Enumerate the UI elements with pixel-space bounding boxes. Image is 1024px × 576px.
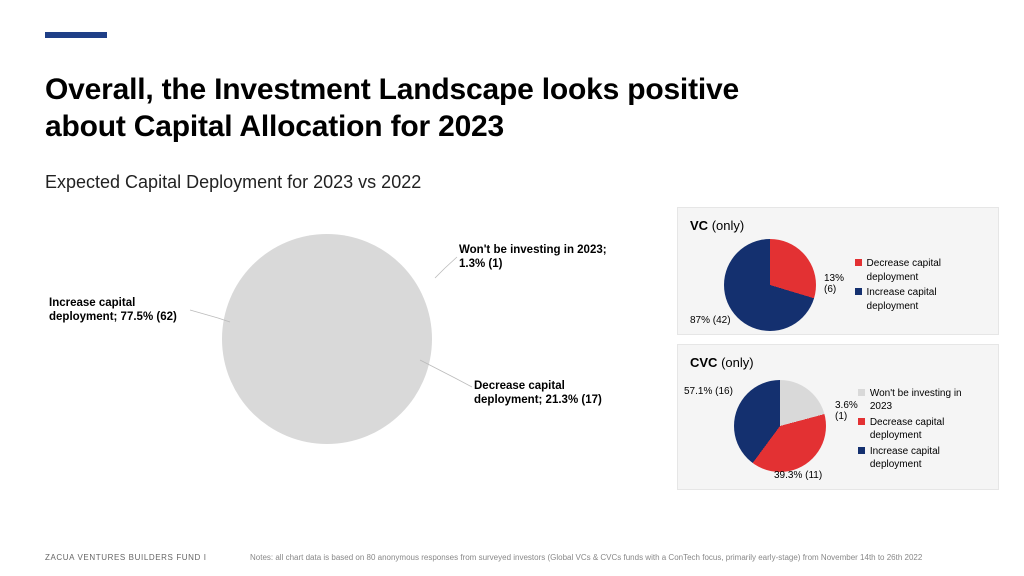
- vc-pie-wrap: 13% (6) 87% (42): [690, 237, 849, 333]
- footer-brand: ZACUA VENTURES BUILDERS FUND I: [45, 553, 207, 562]
- legend-swatch: [858, 418, 865, 425]
- page-title: Overall, the Investment Landscape looks …: [45, 72, 805, 145]
- legend-row: Increase capital deployment: [855, 286, 986, 313]
- legend-row: Decrease capital deployment: [858, 416, 986, 443]
- main-label-wont: Won't be investing in 2023; 1.3% (1): [459, 243, 609, 272]
- legend-row: Increase capital deployment: [858, 445, 986, 472]
- accent-bar: [45, 32, 107, 38]
- cvc-pie: [734, 380, 826, 472]
- cvc-label-decrease: 39.3% (11): [774, 470, 822, 481]
- legend-swatch: [855, 288, 862, 295]
- cvc-label-increase: 57.1% (16): [684, 386, 733, 397]
- main-pie-chart: [222, 234, 432, 444]
- main-pie: [222, 234, 432, 444]
- vc-legend: Decrease capital deploymentIncrease capi…: [855, 255, 986, 315]
- legend-swatch: [858, 447, 865, 454]
- cvc-panel-title: CVC (only): [690, 355, 986, 370]
- legend-text: Decrease capital deployment: [867, 257, 986, 284]
- vc-title-text: VC: [690, 218, 708, 233]
- vc-label-decrease: 13% (6): [824, 273, 849, 295]
- cvc-label-wont: 3.6% (1): [835, 400, 858, 422]
- vc-title-suffix: (only): [712, 218, 745, 233]
- chart-subtitle: Expected Capital Deployment for 2023 vs …: [45, 172, 421, 193]
- cvc-title-suffix: (only): [721, 355, 754, 370]
- legend-text: Won't be investing in 2023: [870, 387, 986, 414]
- legend-text: Increase capital deployment: [867, 286, 986, 313]
- footer-note: Notes: all chart data is based on 80 ano…: [250, 553, 990, 562]
- vc-panel: VC (only) 13% (6) 87% (42) Decrease capi…: [677, 207, 999, 335]
- legend-text: Increase capital deployment: [870, 445, 986, 472]
- main-label-increase: Increase capital deployment; 77.5% (62): [49, 296, 194, 325]
- legend-swatch: [855, 259, 862, 266]
- cvc-pie-wrap: 3.6% (1) 39.3% (11) 57.1% (16): [690, 374, 852, 484]
- vc-panel-title: VC (only): [690, 218, 986, 233]
- legend-text: Decrease capital deployment: [870, 416, 986, 443]
- vc-pie: [724, 239, 816, 331]
- main-label-decrease: Decrease capital deployment; 21.3% (17): [474, 379, 614, 408]
- legend-swatch: [858, 389, 865, 396]
- legend-row: Decrease capital deployment: [855, 257, 986, 284]
- cvc-title-text: CVC: [690, 355, 717, 370]
- vc-label-increase: 87% (42): [690, 315, 731, 326]
- legend-row: Won't be investing in 2023: [858, 387, 986, 414]
- cvc-panel: CVC (only) 3.6% (1) 39.3% (11) 57.1% (16…: [677, 344, 999, 490]
- cvc-legend: Won't be investing in 2023Decrease capit…: [858, 385, 986, 474]
